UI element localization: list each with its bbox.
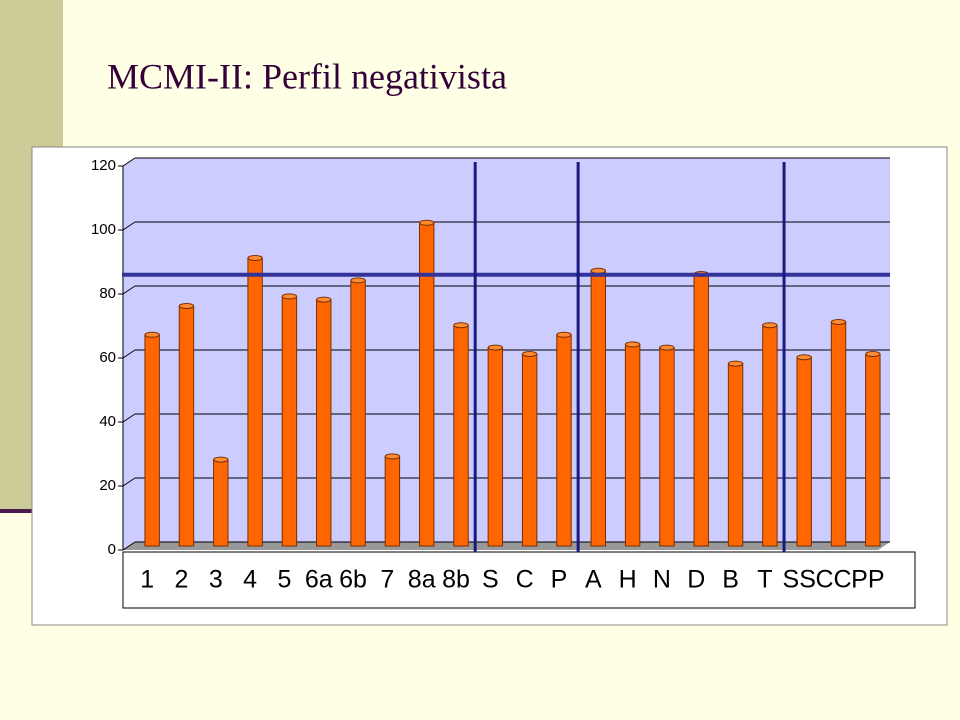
bar <box>590 270 607 547</box>
bar-top <box>727 360 744 367</box>
bar-top <box>865 351 881 357</box>
bar-top <box>590 267 607 274</box>
x-tick-label: 2 <box>175 566 189 594</box>
bar <box>659 347 675 547</box>
x-tick-label: C <box>516 566 534 594</box>
bar-top <box>144 331 160 338</box>
x-tick-label: CC <box>815 566 851 594</box>
bar-top <box>350 277 366 284</box>
bar <box>521 353 538 547</box>
x-tick-label: A <box>585 566 602 594</box>
bar <box>487 347 504 547</box>
y-tick-label: 60 <box>99 349 116 366</box>
grid-line <box>122 477 136 487</box>
bar-top <box>762 322 778 329</box>
x-tick-label: N <box>653 566 671 594</box>
x-tick-label: P <box>551 566 568 594</box>
bar <box>213 459 229 547</box>
x-tick-label: 5 <box>277 566 291 594</box>
bar-top <box>178 303 195 309</box>
bar <box>178 305 195 547</box>
bar <box>865 353 881 547</box>
bar-top <box>659 344 675 351</box>
x-tick-label: 1 <box>140 566 154 594</box>
bar <box>727 363 744 547</box>
x-tick-label: T <box>757 566 772 594</box>
bar <box>144 334 160 547</box>
bar-top <box>624 341 641 348</box>
slide-title: MCMI-II: Perfil negativista <box>107 56 507 96</box>
bar <box>247 257 263 547</box>
plot: 0 20 40 60 80 100 120 1 2 3 4 5 6a 6b 7 8a 8b S C P A H N D B T SS… <box>91 157 890 594</box>
x-tick-label: S <box>482 566 499 594</box>
y-tick-label: 120 <box>91 157 116 174</box>
bar-top <box>453 322 469 329</box>
x-tick-label: 6a <box>305 566 333 594</box>
bar-top <box>247 255 263 261</box>
x-tick-label: SS <box>783 566 816 594</box>
side-accent <box>0 509 32 513</box>
bar <box>830 321 847 547</box>
x-tick-label: 3 <box>209 566 223 594</box>
bar-top <box>418 219 435 226</box>
bar <box>316 299 332 547</box>
x-tick-label: 8a <box>408 566 436 594</box>
bar <box>693 273 709 547</box>
bar <box>556 334 572 547</box>
y-tick-label: 80 <box>99 285 116 302</box>
x-tick-label: 7 <box>380 566 394 594</box>
bar-top <box>213 456 229 463</box>
grid-line <box>122 541 136 551</box>
bar-top <box>830 319 847 325</box>
bar <box>418 222 435 547</box>
y-tick-label: 100 <box>91 221 116 238</box>
x-tick-label: D <box>687 566 705 594</box>
bar <box>281 295 298 547</box>
grid-line <box>122 413 136 423</box>
x-tick-label: H <box>619 566 637 594</box>
x-tick-label: 4 <box>243 566 257 594</box>
x-tick-label: B <box>722 566 739 594</box>
bar <box>384 455 401 547</box>
bar-top <box>384 453 401 460</box>
y-tick-label: 0 <box>108 541 116 558</box>
category-box <box>122 551 916 609</box>
bar-top <box>281 293 298 300</box>
bar <box>350 279 366 547</box>
bar-top <box>521 351 538 357</box>
grid-line <box>122 349 136 359</box>
bar <box>796 356 812 547</box>
y-tick-label: 40 <box>99 413 116 430</box>
bar <box>762 324 778 547</box>
grid-line <box>122 157 136 167</box>
bar <box>624 343 641 547</box>
x-tick-label: 8b <box>442 566 470 594</box>
bar-top <box>487 344 504 351</box>
bar-top <box>316 296 332 303</box>
bar-top <box>556 331 572 338</box>
grid-line <box>122 221 136 231</box>
x-tick-label: 6b <box>339 566 367 594</box>
x-tick-label: PP <box>851 566 884 594</box>
grid-line <box>122 285 136 295</box>
y-tick-label: 20 <box>99 477 116 494</box>
bar-top <box>796 354 812 361</box>
bar <box>453 324 469 547</box>
